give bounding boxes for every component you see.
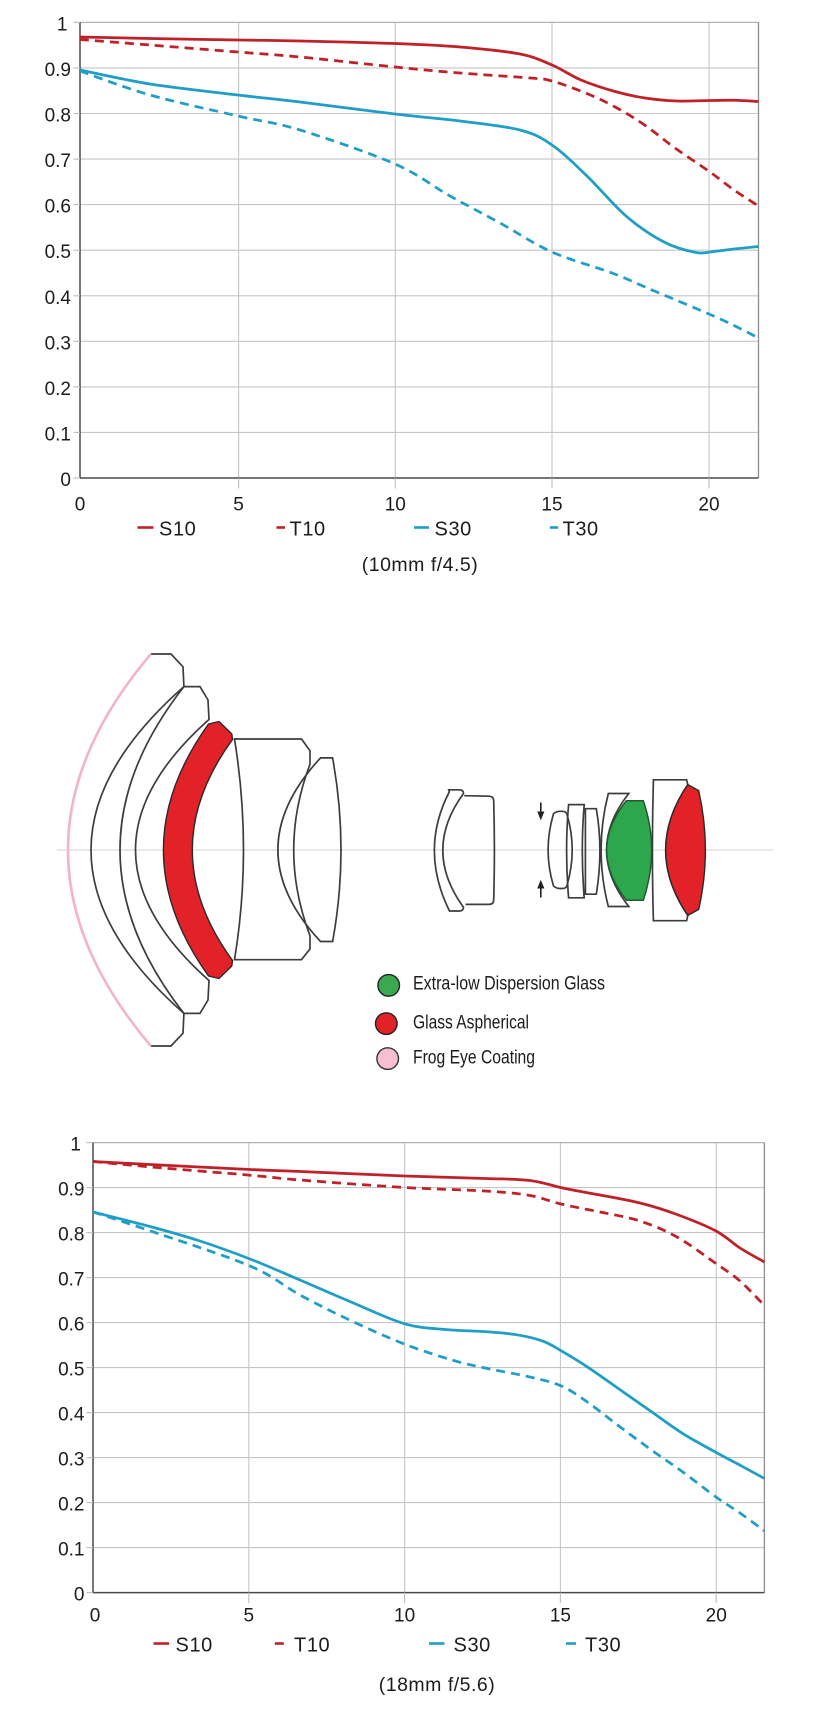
svg-text:0: 0 — [74, 1585, 85, 1606]
svg-text:Glass Aspherical: Glass Aspherical — [413, 1013, 529, 1034]
svg-text:0: 0 — [90, 1606, 101, 1627]
svg-text:S10: S10 — [176, 1635, 213, 1657]
svg-text:15: 15 — [541, 495, 562, 516]
svg-text:1: 1 — [57, 14, 68, 35]
svg-text:0.9: 0.9 — [58, 1180, 84, 1201]
svg-text:0.7: 0.7 — [45, 151, 71, 172]
svg-text:10: 10 — [385, 495, 406, 516]
svg-text:(10mm f/4.5): (10mm f/4.5) — [362, 554, 479, 576]
svg-text:0.2: 0.2 — [58, 1495, 84, 1516]
svg-text:0.8: 0.8 — [45, 106, 71, 127]
svg-text:S30: S30 — [454, 1635, 491, 1657]
svg-text:S10: S10 — [159, 519, 196, 541]
svg-text:0.3: 0.3 — [45, 333, 71, 354]
svg-text:T10: T10 — [294, 1635, 330, 1657]
svg-text:T10: T10 — [290, 519, 326, 541]
svg-text:0.6: 0.6 — [45, 197, 71, 218]
svg-text:0.4: 0.4 — [45, 288, 72, 309]
svg-text:T30: T30 — [563, 519, 599, 541]
svg-text:0.1: 0.1 — [45, 424, 71, 445]
svg-text:Extra-low Dispersion Glass: Extra-low Dispersion Glass — [413, 974, 605, 995]
svg-text:5: 5 — [244, 1606, 255, 1627]
svg-text:0.3: 0.3 — [58, 1450, 84, 1471]
svg-text:S30: S30 — [435, 519, 472, 541]
svg-text:0.7: 0.7 — [58, 1270, 84, 1291]
svg-text:0.6: 0.6 — [58, 1315, 84, 1336]
svg-text:0: 0 — [60, 470, 71, 491]
svg-text:15: 15 — [550, 1606, 571, 1627]
svg-text:(18mm f/5.6): (18mm f/5.6) — [379, 1674, 496, 1696]
svg-text:0: 0 — [75, 495, 86, 516]
svg-text:5: 5 — [233, 495, 244, 516]
svg-text:20: 20 — [698, 495, 719, 516]
svg-text:Frog Eye Coating: Frog Eye Coating — [413, 1048, 535, 1069]
svg-text:0.1: 0.1 — [58, 1540, 84, 1561]
svg-text:20: 20 — [706, 1606, 727, 1627]
svg-text:1: 1 — [70, 1135, 81, 1156]
svg-text:0.8: 0.8 — [58, 1225, 84, 1246]
svg-text:T30: T30 — [585, 1635, 621, 1657]
svg-text:0.9: 0.9 — [45, 60, 71, 81]
svg-text:0.2: 0.2 — [45, 379, 71, 400]
svg-text:10: 10 — [394, 1606, 415, 1627]
svg-text:0.4: 0.4 — [58, 1405, 85, 1426]
svg-text:0.5: 0.5 — [58, 1360, 84, 1381]
svg-text:0.5: 0.5 — [45, 242, 71, 263]
